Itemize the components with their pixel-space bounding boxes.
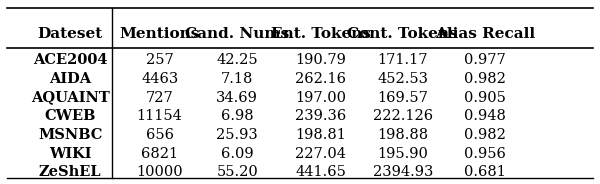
Text: 2394.93: 2394.93 bbox=[373, 165, 433, 179]
Text: 227.04: 227.04 bbox=[295, 147, 346, 161]
Text: 34.69: 34.69 bbox=[217, 91, 258, 105]
Text: 0.982: 0.982 bbox=[464, 72, 506, 86]
Text: 0.956: 0.956 bbox=[464, 147, 506, 161]
Text: 6821: 6821 bbox=[141, 147, 178, 161]
Text: 25.93: 25.93 bbox=[217, 128, 258, 142]
Text: 10000: 10000 bbox=[136, 165, 183, 179]
Text: 0.948: 0.948 bbox=[464, 109, 506, 123]
Text: 171.17: 171.17 bbox=[377, 53, 428, 67]
Text: 55.20: 55.20 bbox=[217, 165, 258, 179]
Text: 656: 656 bbox=[146, 128, 173, 142]
Text: 239.36: 239.36 bbox=[295, 109, 347, 123]
Text: 42.25: 42.25 bbox=[217, 53, 258, 67]
Text: 0.982: 0.982 bbox=[464, 128, 506, 142]
Text: Mentions: Mentions bbox=[119, 27, 200, 41]
Text: AIDA: AIDA bbox=[49, 72, 91, 86]
Text: 169.57: 169.57 bbox=[377, 91, 428, 105]
Text: 6.09: 6.09 bbox=[221, 147, 254, 161]
Text: 190.79: 190.79 bbox=[295, 53, 346, 67]
Text: 257: 257 bbox=[146, 53, 173, 67]
Text: 7.18: 7.18 bbox=[221, 72, 253, 86]
Text: 11154: 11154 bbox=[137, 109, 182, 123]
Text: 727: 727 bbox=[146, 91, 173, 105]
Text: 4463: 4463 bbox=[141, 72, 178, 86]
Text: 197.00: 197.00 bbox=[295, 91, 346, 105]
Text: Ent. Tokens: Ent. Tokens bbox=[271, 27, 371, 41]
Text: AQUAINT: AQUAINT bbox=[31, 91, 109, 105]
Text: Alias Recall: Alias Recall bbox=[435, 27, 535, 41]
Text: 0.681: 0.681 bbox=[464, 165, 506, 179]
Text: ZeShEL: ZeShEL bbox=[39, 165, 101, 179]
Text: 0.977: 0.977 bbox=[464, 53, 506, 67]
Text: 195.90: 195.90 bbox=[377, 147, 428, 161]
Text: 262.16: 262.16 bbox=[295, 72, 346, 86]
Text: 441.65: 441.65 bbox=[295, 165, 346, 179]
Text: Cand. Nums: Cand. Nums bbox=[185, 27, 289, 41]
Text: WIKI: WIKI bbox=[49, 147, 91, 161]
Text: Cont. Tokens: Cont. Tokens bbox=[347, 27, 458, 41]
Text: CWEB: CWEB bbox=[44, 109, 96, 123]
Text: 222.126: 222.126 bbox=[373, 109, 433, 123]
Text: 0.905: 0.905 bbox=[464, 91, 506, 105]
Text: ACE2004: ACE2004 bbox=[33, 53, 107, 67]
Text: 198.81: 198.81 bbox=[295, 128, 346, 142]
Text: 198.88: 198.88 bbox=[377, 128, 428, 142]
Text: MSNBC: MSNBC bbox=[38, 128, 102, 142]
Text: 452.53: 452.53 bbox=[377, 72, 428, 86]
Text: Dateset: Dateset bbox=[37, 27, 103, 41]
Text: 6.98: 6.98 bbox=[221, 109, 254, 123]
